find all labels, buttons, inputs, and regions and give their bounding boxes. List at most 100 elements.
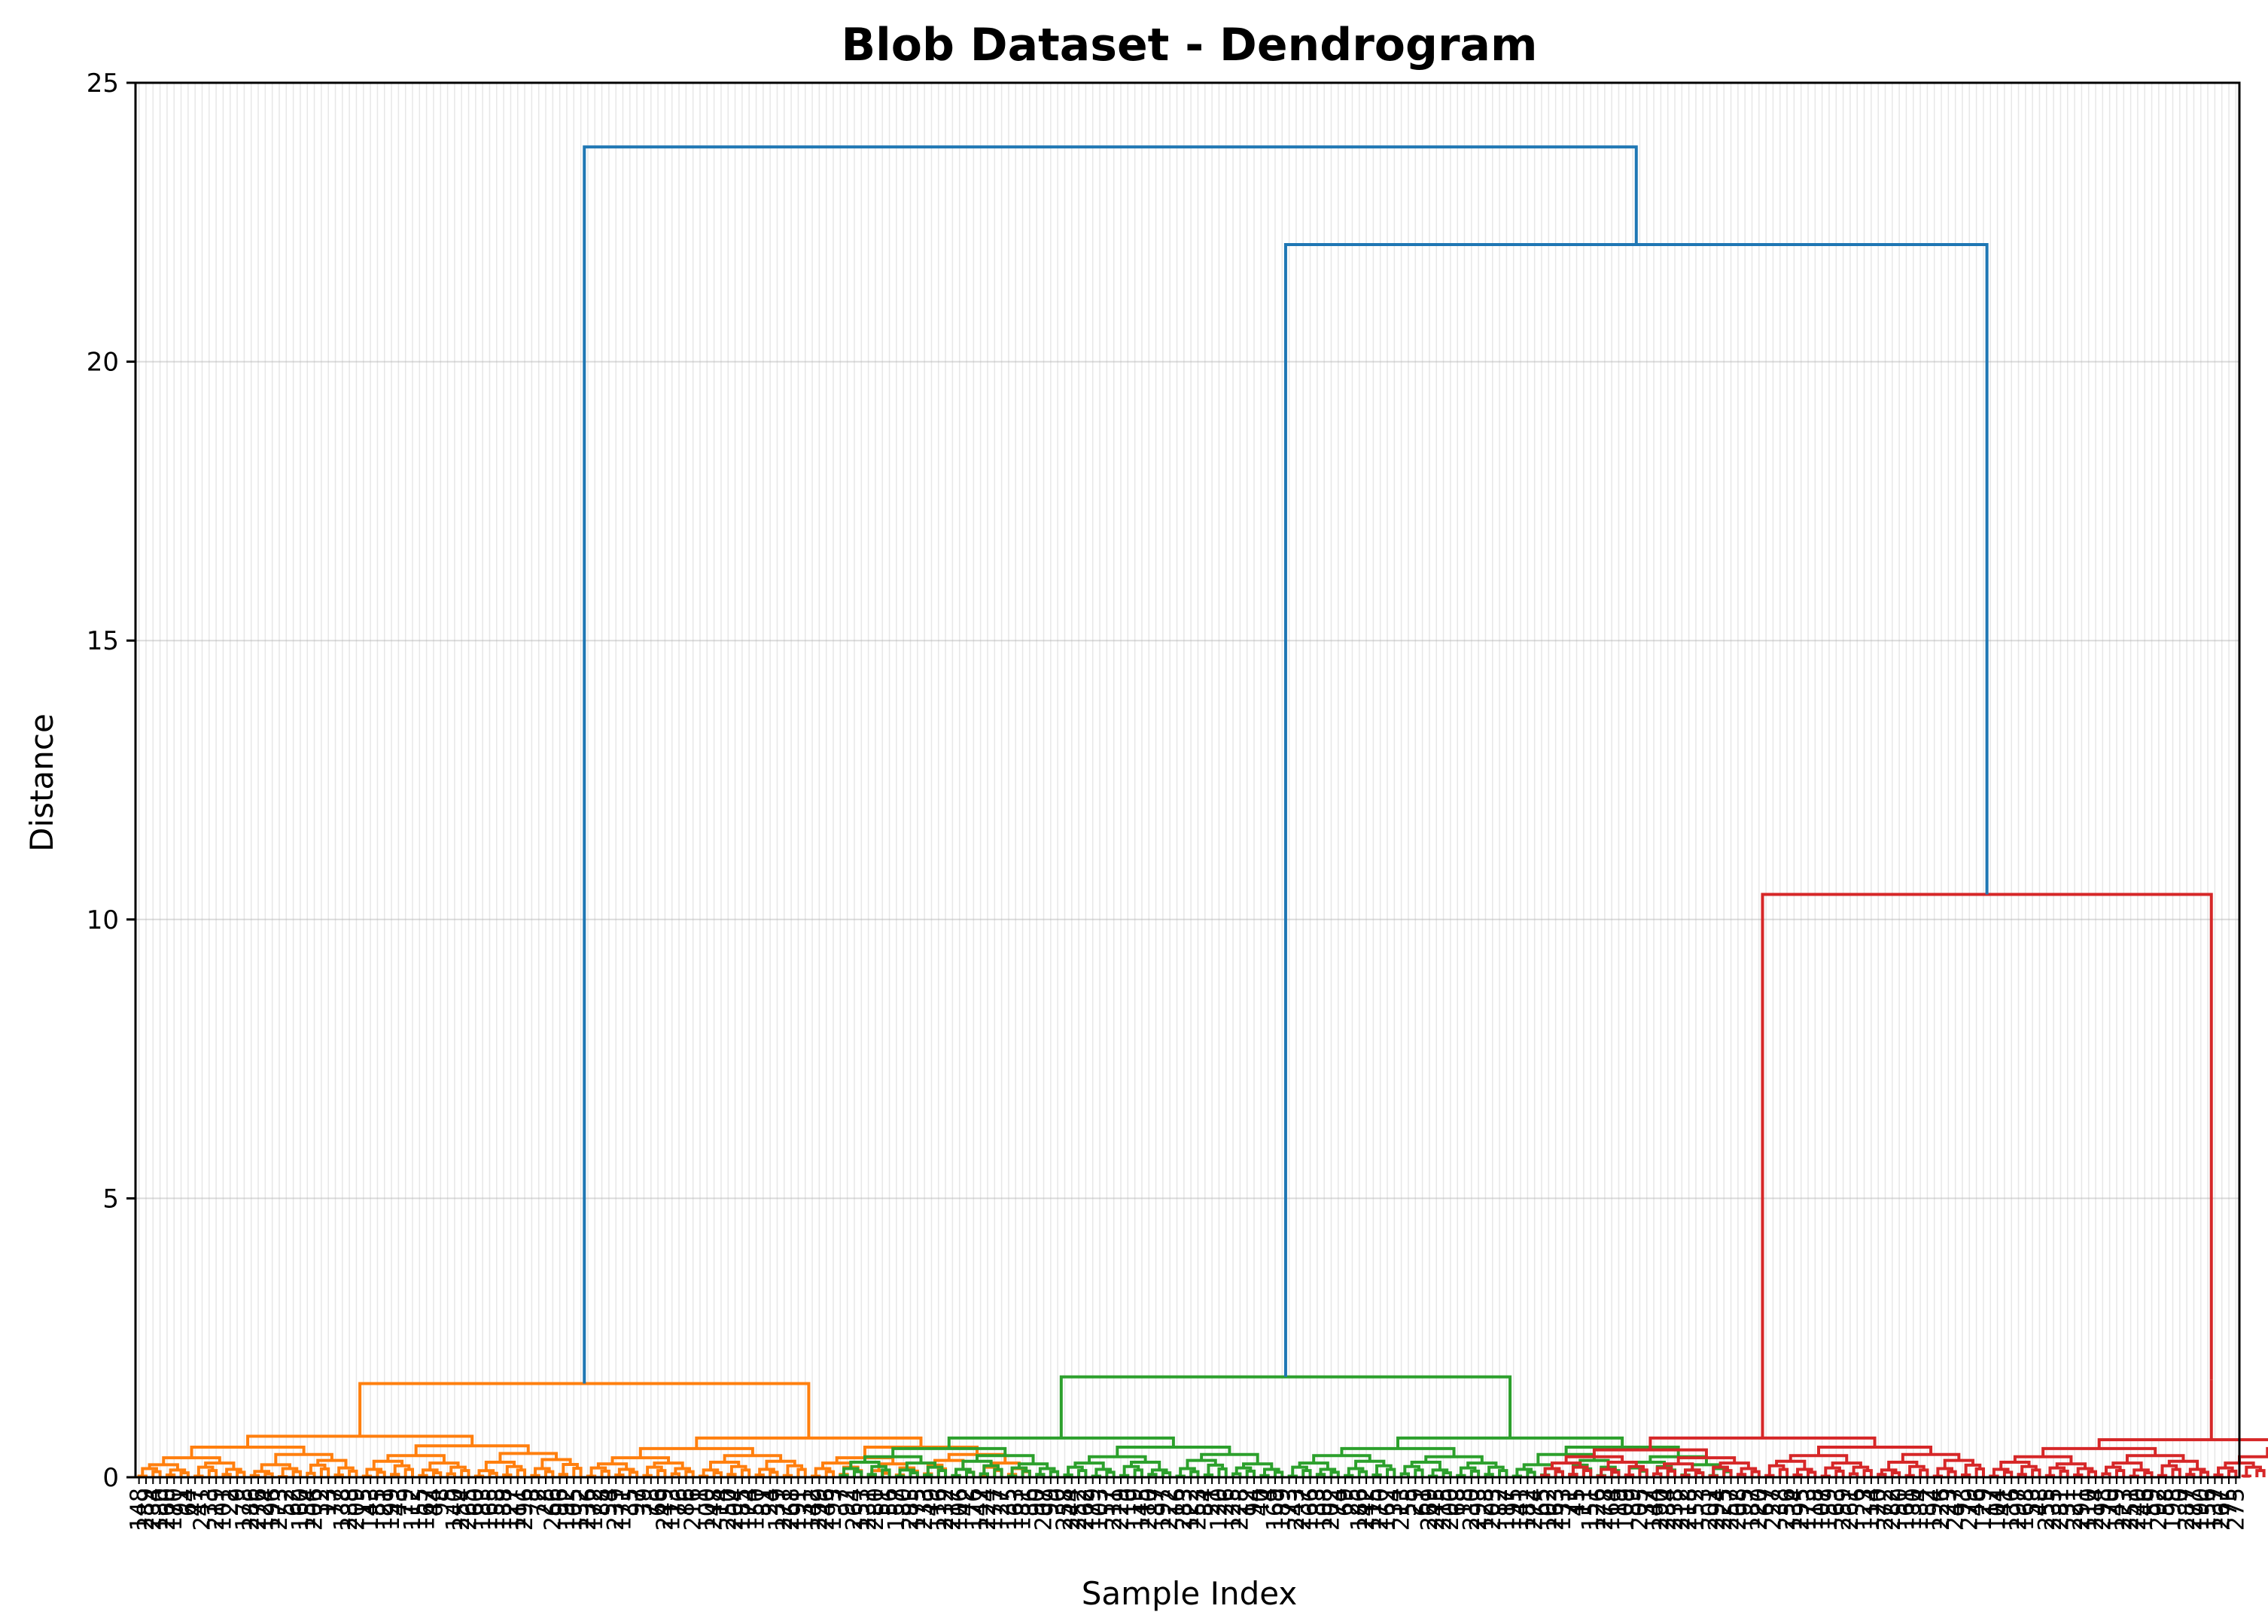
x-tick-label: 56 bbox=[877, 1488, 903, 1516]
x-tick-label: 37 bbox=[1634, 1488, 1661, 1516]
x-tick-label: 27 bbox=[989, 1488, 1015, 1516]
x-tick-label: 272 bbox=[1873, 1488, 1899, 1531]
x-tick-label: 290 bbox=[1648, 1488, 1674, 1531]
x-tick-label: 253 bbox=[1185, 1488, 1211, 1531]
x-tick-label: 222 bbox=[1157, 1488, 1183, 1531]
x-tick-label: 89 bbox=[1620, 1488, 1646, 1516]
x-tick-label: 193 bbox=[820, 1488, 847, 1531]
x-tick-label: 236 bbox=[575, 1488, 601, 1531]
x-tick-label: 244 bbox=[1059, 1488, 1085, 1531]
x-tick-label: 57 bbox=[1094, 1488, 1120, 1516]
x-tick-label: 115 bbox=[1360, 1488, 1387, 1531]
y-tick-label: 20 bbox=[87, 348, 119, 378]
x-tick-label: 94 bbox=[1241, 1488, 1268, 1516]
dendrogram-link bbox=[1329, 1470, 1340, 1477]
x-tick-label: 142 bbox=[799, 1488, 826, 1531]
x-tick-label: 90 bbox=[1024, 1488, 1050, 1516]
x-tick-label: 286 bbox=[239, 1488, 265, 1531]
dendrogram-link bbox=[260, 1463, 291, 1472]
x-tick-label: 116 bbox=[926, 1488, 952, 1531]
x-tick-label: 238 bbox=[1662, 1488, 1688, 1531]
dendrogram-link bbox=[428, 1461, 460, 1470]
dendrogram-link bbox=[1067, 1465, 1084, 1476]
x-axis-label: Sample Index bbox=[1082, 1575, 1297, 1612]
x-tick-label: 252 bbox=[1066, 1488, 1092, 1531]
dendrogram-link bbox=[236, 1470, 246, 1477]
dendrogram-link bbox=[653, 1461, 684, 1469]
x-tick-label: 186 bbox=[1347, 1488, 1373, 1531]
x-tick-label: 84 bbox=[1192, 1488, 1219, 1516]
x-tick-label: 20 bbox=[1865, 1488, 1892, 1516]
x-tick-label: 295 bbox=[1789, 1488, 1815, 1531]
x-tick-label: 19 bbox=[1606, 1488, 1632, 1516]
x-tick-label: 128 bbox=[1472, 1488, 1499, 1531]
x-tick-label: 127 bbox=[498, 1488, 524, 1531]
x-tick-label: 156 bbox=[2195, 1488, 2221, 1531]
dendrogram-link bbox=[1974, 1467, 1985, 1477]
x-tick-label: 263 bbox=[1543, 1488, 1569, 1531]
x-tick-label: 284 bbox=[1655, 1488, 1682, 1531]
x-tick-label: 191 bbox=[785, 1488, 811, 1531]
x-tick-label: 49 bbox=[918, 1488, 945, 1516]
x-tick-label: 258 bbox=[1052, 1488, 1078, 1531]
x-tick-label: 119 bbox=[1122, 1488, 1149, 1531]
dendrogram-link bbox=[936, 1469, 948, 1477]
x-tick-label: 289 bbox=[133, 1488, 160, 1531]
x-tick-label: 271 bbox=[772, 1488, 798, 1531]
dendrogram-link bbox=[1386, 1467, 1396, 1477]
dendrogram-link bbox=[2114, 1469, 2126, 1477]
dendrogram-link bbox=[1571, 1465, 1589, 1475]
dendrogram-link bbox=[414, 1444, 530, 1456]
x-tick-label: 285 bbox=[897, 1488, 924, 1531]
x-tick-label: 239 bbox=[603, 1488, 629, 1531]
x-tick-label: 201 bbox=[1697, 1488, 1724, 1531]
x-tick-label: 112 bbox=[400, 1488, 426, 1531]
x-tick-label: 270 bbox=[1368, 1488, 1394, 1531]
x-tick-label: 86 bbox=[673, 1488, 699, 1516]
x-tick-label: 174 bbox=[736, 1488, 763, 1531]
x-tick-label: 141 bbox=[1508, 1488, 1534, 1531]
dendrogram-link bbox=[1186, 1458, 1217, 1469]
x-tick-label: 154 bbox=[294, 1488, 321, 1531]
x-tick-label: 107 bbox=[1810, 1488, 1836, 1531]
x-tick-label: 76 bbox=[666, 1488, 693, 1516]
dendrogram-link bbox=[1767, 1464, 1785, 1476]
x-tick-label: 171 bbox=[610, 1488, 637, 1531]
x-tick-label: 283 bbox=[1171, 1488, 1198, 1531]
x-tick-label: 251 bbox=[2118, 1488, 2145, 1531]
dendrogram-link bbox=[2266, 1446, 2268, 1457]
dendrogram-link bbox=[460, 1469, 470, 1477]
x-tick-label: 55 bbox=[1396, 1488, 1422, 1516]
x-tick-label: 23 bbox=[1935, 1488, 1962, 1516]
x-tick-label: 15 bbox=[351, 1488, 377, 1516]
x-tick-label: 14 bbox=[708, 1488, 735, 1516]
dendrogram-link bbox=[2104, 1465, 2122, 1474]
x-tick-label: 159 bbox=[1816, 1488, 1843, 1531]
x-tick-label: 33 bbox=[196, 1488, 223, 1516]
x-tick-label: 35 bbox=[617, 1488, 644, 1516]
dendrogram-link bbox=[246, 1434, 474, 1448]
x-tick-label: 133 bbox=[1550, 1488, 1576, 1531]
dendrogram-link bbox=[1592, 1448, 1708, 1458]
y-tick-label: 25 bbox=[87, 68, 119, 99]
x-tick-label: 287 bbox=[2174, 1488, 2200, 1531]
dendrogram-link bbox=[1207, 1463, 1225, 1476]
dendrogram-link bbox=[540, 1458, 572, 1469]
dendrogram-link bbox=[905, 1461, 937, 1470]
x-tick-label: 229 bbox=[1108, 1488, 1134, 1531]
dendrogram-link bbox=[638, 1446, 754, 1458]
x-tick-label: 176 bbox=[960, 1488, 987, 1531]
x-tick-label: 188 bbox=[491, 1488, 517, 1531]
dendrogram-link bbox=[1526, 1470, 1536, 1477]
x-tick-label: 0 bbox=[2167, 1488, 2193, 1502]
x-tick-label: 255 bbox=[2034, 1488, 2060, 1531]
x-tick-label: 172 bbox=[582, 1488, 608, 1531]
x-tick-label: 22 bbox=[218, 1488, 244, 1516]
dendrogram-link bbox=[1964, 1463, 1982, 1476]
x-tick-label: 136 bbox=[1999, 1488, 2025, 1531]
x-tick-label: 152 bbox=[1683, 1488, 1709, 1531]
dendrogram-link bbox=[1077, 1469, 1088, 1477]
dendrogram-link bbox=[786, 1464, 804, 1476]
x-tick-label: 140 bbox=[442, 1488, 468, 1531]
x-tick-label: 80 bbox=[890, 1488, 917, 1516]
